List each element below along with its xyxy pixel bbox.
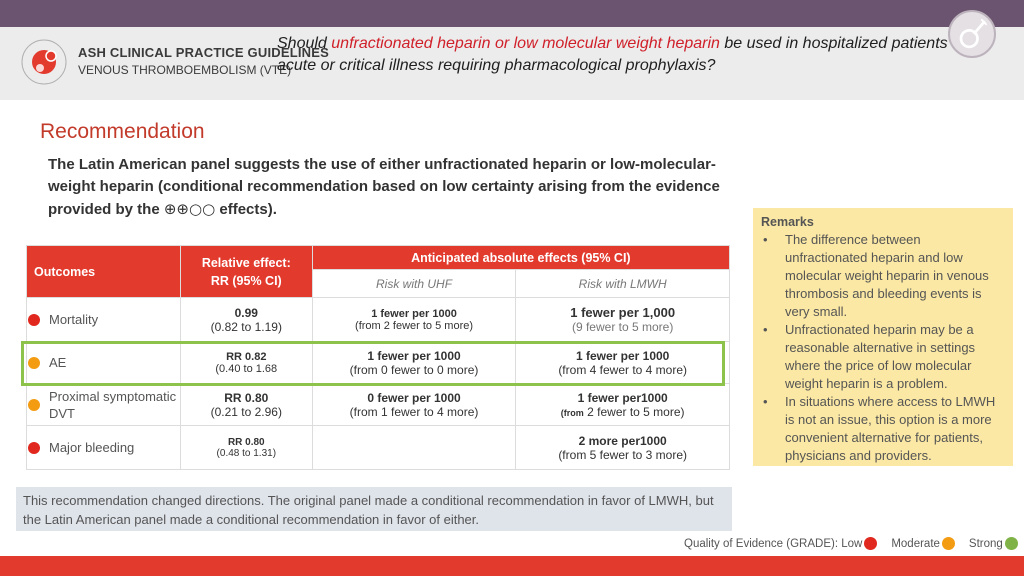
lmwh-ci-from: (from [560, 407, 584, 418]
quality-low-dot [28, 313, 40, 326]
list-item: • In situations where access to LMWH is n… [761, 393, 1005, 465]
lmwh-ci: 2 fewer to 5 more) [583, 404, 685, 419]
rel-main: RR 0.80 [224, 390, 269, 405]
remark-text: The difference between unfractionated he… [785, 232, 989, 319]
logo-subtitle: VENOUS THROMBOEMBOLISM (VTE) [78, 63, 292, 77]
list-item: • The difference between unfractionated h… [761, 231, 1005, 321]
remarks-panel: Remarks • The difference between unfracti… [753, 208, 1013, 466]
lmwh-cell: 1 fewer per 1000 (from 4 fewer to 4 more) [515, 341, 730, 384]
recommendation-text-end: effects). [215, 201, 277, 218]
relative-effect-cell: RR 0.82 (0.40 to 1.68 [179, 341, 313, 384]
header-risk-lmwh: Risk with LMWH [515, 269, 730, 298]
quality-moderate-dot [28, 356, 40, 369]
quality-strong-label: Strong [968, 537, 1003, 550]
highlight-box [21, 341, 725, 386]
uhf-ci: (from 2 fewer to 5 more) [355, 319, 474, 332]
rel-ci: (0.82 to 1.19) [210, 319, 282, 334]
quality-label: Quality of Evidence (GRADE): Low [684, 537, 863, 550]
moderate-dot-icon [941, 537, 955, 550]
question-highlight: unfractionated heparin or low molecular … [331, 35, 720, 52]
header-banner [0, 27, 1024, 100]
uhf-cell [311, 425, 517, 470]
header-relative-effect: Relative effect: RR (95% CI) [179, 245, 313, 298]
remark-text: Unfractionated heparin may be a reasonab… [785, 322, 976, 391]
evidence-table: Outcomes Relative effect: RR (95% CI) An… [26, 245, 731, 470]
quality-legend: Quality of Evidence (GRADE): Low Moderat… [684, 537, 1022, 550]
uhf-main: 1 fewer per 1000 [367, 348, 461, 363]
bullet-icon: • [763, 232, 768, 247]
outcome-cell: Mortality [26, 297, 181, 342]
lmwh-ci: (9 fewer to 5 more) [571, 320, 674, 334]
relative-effect-cell: RR 0.80 (0.48 to 1.31) [179, 425, 313, 470]
header-risk-uhf: Risk with UHF [311, 269, 517, 298]
uhf-cell: 1 fewer per 1000 (from 2 fewer to 5 more) [311, 297, 517, 342]
guideline-question: Should unfractionated heparin or low mol… [277, 33, 997, 77]
question-part2: be used in hospitalized patients with ac… [277, 35, 981, 74]
outcome-cell: Proximal symptomatic DVT [26, 383, 181, 426]
quality-moderate-dot [28, 398, 40, 411]
top-bar [0, 0, 1024, 27]
lmwh-cell: 2 more per1000 (from 5 fewer to 3 more) [515, 425, 730, 470]
direction-change-note: This recommendation changed directions. … [16, 487, 732, 531]
uhf-main: 1 fewer per 1000 [371, 307, 457, 320]
list-item: • Unfractionated heparin may be a reasona… [761, 321, 1005, 393]
relative-effect-cell: RR 0.80 (0.21 to 2.96) [179, 383, 313, 426]
uhf-ci: (from 0 fewer to 0 more) [349, 362, 479, 377]
rel-main: RR 0.80 [227, 436, 265, 448]
bullet-icon: • [763, 394, 768, 409]
bullet-icon: • [763, 322, 768, 337]
header-anticipated: Anticipated absolute effects (95% CI) [311, 245, 731, 270]
remarks-title: Remarks [761, 215, 814, 229]
uhf-cell: 0 fewer per 1000 (from 1 fewer to 4 more) [311, 383, 517, 426]
uhf-ci: (from 1 fewer to 4 more) [349, 404, 479, 419]
table-row: Proximal symptomatic DVT RR 0.80 (0.21 to… [26, 383, 730, 426]
bottom-bar [0, 556, 1024, 576]
recommendation-text-main: The Latin American panel suggests the us… [48, 156, 720, 218]
table-row: Mortality 0.99 (0.82 to 1.19) 1 fewer per… [26, 297, 730, 342]
lmwh-cell: 1 fewer per1000 (from 2 fewer to 5 more) [515, 383, 730, 426]
outcome-cell: Major bleeding [26, 425, 181, 470]
rel-ci: (0.40 to 1.68 [215, 362, 278, 375]
recommendation-text: The Latin American panel suggests the us… [48, 154, 748, 221]
recommendation-title: Recommendation [40, 120, 205, 143]
lmwh-main: 1 fewer per 1000 [575, 348, 670, 363]
outcome-label: Major bleeding [49, 440, 135, 455]
lmwh-cell: 1 fewer per 1,000 (9 fewer to 5 more) [515, 297, 730, 342]
certainty-symbols: ⊕⊕○○ [163, 200, 216, 218]
outcome-label: Mortality [49, 312, 99, 327]
quality-moderate-label: Moderate [891, 537, 940, 550]
lmwh-main: 1 fewer per1000 [577, 390, 668, 405]
rel-ci: (0.21 to 2.96) [210, 404, 282, 419]
table-row: AE RR 0.82 (0.40 to 1.68 1 fewer per 1000… [26, 341, 730, 384]
low-dot-icon [864, 537, 878, 550]
remark-text: In situations where access to LMWH is no… [785, 394, 996, 463]
rel-main: 0.99 [234, 305, 258, 320]
logo-title: ASH CLINICAL PRACTICE GUIDELINES [78, 45, 330, 60]
question-part1: Should [277, 35, 332, 52]
syringe-icon [948, 10, 996, 58]
table-row: Major bleeding RR 0.80 (0.48 to 1.31) 2 m… [26, 425, 730, 470]
relative-effect-cell: 0.99 (0.82 to 1.19) [179, 297, 313, 342]
strong-dot-icon [1004, 537, 1018, 550]
lmwh-ci: (from 5 fewer to 3 more) [558, 447, 688, 462]
lmwh-ci: (from 4 fewer to 4 more) [558, 362, 688, 377]
uhf-cell: 1 fewer per 1000 (from 0 fewer to 0 more) [311, 341, 517, 384]
rel-main: RR 0.82 [226, 350, 267, 363]
rel-ci: (0.48 to 1.31) [216, 447, 277, 459]
lmwh-main: 2 more per1000 [578, 433, 667, 448]
outcome-label: AE [49, 355, 67, 370]
header-outcomes: Outcomes [26, 245, 181, 298]
quality-low-dot [28, 441, 40, 454]
uhf-main: 0 fewer per 1000 [367, 390, 461, 405]
outcome-label: Proximal symptomatic DVT [49, 388, 177, 421]
remarks-list: • The difference between unfractionated h… [761, 231, 1005, 465]
ash-logo-icon [21, 39, 67, 85]
lmwh-main: 1 fewer per 1,000 [570, 305, 676, 320]
